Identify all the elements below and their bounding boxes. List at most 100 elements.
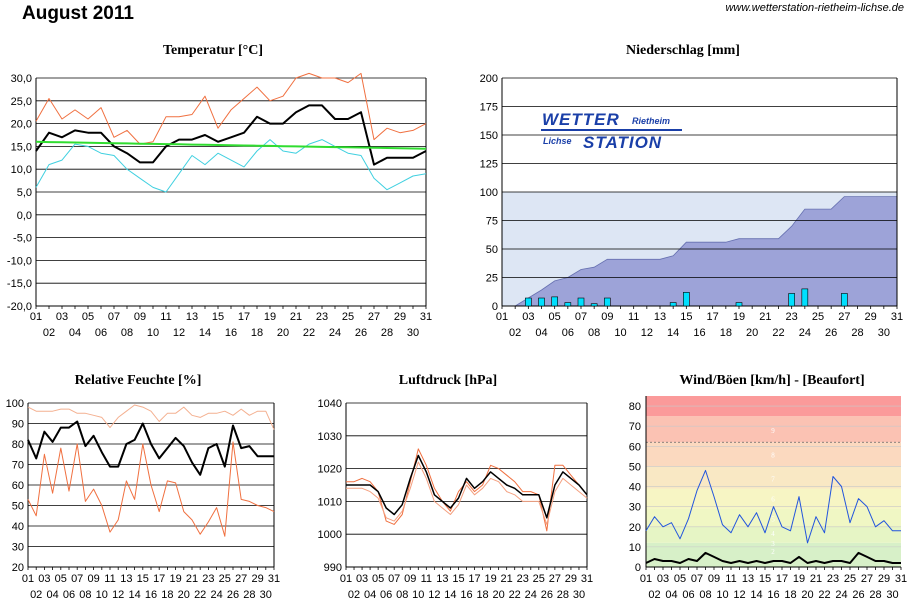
x-tick-label: 24 [835,589,847,601]
x-tick-label: 18 [476,589,488,601]
pressure-chart: Luftdruck [hPa]9901000101010201030104001… [318,373,594,601]
x-tick-label: 20 [746,327,758,339]
beaufort-band [646,508,901,527]
x-tick-label: 22 [194,589,206,601]
x-tick-label: 27 [549,573,561,585]
x-tick-label: 13 [186,311,198,323]
y-tick-label: -20,0 [7,301,32,313]
x-tick-label: 12 [428,589,440,601]
x-tick-label: 03 [38,573,50,585]
x-tick-label: 08 [79,589,91,601]
x-tick-label: 06 [562,327,574,339]
x-tick-label: 19 [793,573,805,585]
x-tick-label: 31 [891,311,903,323]
y-tick-label: 20 [12,562,24,574]
y-tick-label: 25 [486,273,498,285]
beaufort-band [646,488,901,509]
y-tick-label: 75 [486,216,498,228]
rain-bar [669,302,677,307]
y-tick-label: 90 [12,419,24,431]
y-tick-label: 1000 [318,529,342,541]
x-tick-label: 03 [56,311,68,323]
y-tick-label: 30 [12,542,24,554]
y-tick-label: 1040 [318,398,342,410]
x-tick-label: 07 [108,311,120,323]
x-tick-label: 01 [340,573,352,585]
x-tick-label: 22 [509,589,521,601]
x-tick-label: 26 [541,589,553,601]
x-tick-label: 17 [468,573,480,585]
logo-text-1: WETTER [542,110,620,129]
x-tick-label: 16 [460,589,472,601]
beaufort-label: 2 [771,548,775,556]
x-tick-label: 13 [436,573,448,585]
y-tick-label: 1010 [318,496,342,508]
x-tick-label: 04 [69,327,81,339]
x-tick-label: 04 [364,589,376,601]
y-tick-label: 0 [492,301,498,313]
series-line [645,551,901,564]
x-tick-label: 19 [733,311,745,323]
x-tick-label: 20 [277,327,289,339]
y-tick-label: 10 [629,542,641,554]
beaufort-label: 4 [771,530,775,538]
station-logo: WETTER Rietheim Lichse STATION [541,110,682,152]
x-tick-label: 31 [895,573,907,585]
x-tick-label: 25 [812,311,824,323]
x-tick-label: 16 [225,327,237,339]
series-line [645,469,901,544]
x-tick-label: 13 [654,311,666,323]
y-tick-label: -5,0 [13,233,32,245]
x-tick-label: 17 [153,573,165,585]
x-tick-label: 12 [641,327,653,339]
x-tick-label: 11 [421,573,432,585]
x-tick-label: 26 [825,327,837,339]
x-tick-label: 14 [444,589,456,601]
logo-sub-2: Lichse [543,136,572,146]
x-tick-label: 13 [742,573,754,585]
humidity-chart: Relative Feuchte [%] 20 30 40 50 60 70 80 90 100 0… [6,373,280,601]
x-tick-label: 07 [575,311,587,323]
x-tick-label: 23 [316,311,328,323]
x-tick-label: 01 [30,311,42,323]
y-tick-label: 5,0 [17,187,32,199]
x-tick-label: 22 [818,589,830,601]
beaufort-label: 9 [771,427,775,435]
site-url[interactable]: www.wetterstation-rietheim-lichse.de [725,2,904,14]
x-tick-label: 20 [178,589,190,601]
y-tick-label: 20 [629,522,641,534]
x-tick-label: 29 [865,311,877,323]
y-tick-label: -10,0 [7,255,32,267]
x-tick-label: 30 [573,589,585,601]
x-tick-label: 21 [290,311,302,323]
x-tick-label: 27 [235,573,247,585]
x-tick-label: 28 [381,327,393,339]
series-line [35,104,427,166]
x-tick-label: 27 [861,573,873,585]
y-tick-label: 40 [12,521,24,533]
x-tick-label: 21 [501,573,513,585]
x-tick-label: 26 [355,327,367,339]
x-tick-label: 22 [303,327,315,339]
x-tick-label: 10 [412,589,424,601]
x-tick-label: 30 [886,589,898,601]
y-tick-label: 60 [12,480,24,492]
x-tick-label: 12 [733,589,745,601]
x-tick-label: 09 [708,573,720,585]
rain-bar [683,292,690,307]
y-tick-label: 30 [629,502,641,514]
x-tick-label: 01 [496,311,508,323]
rain-bar [538,297,545,307]
x-tick-label: 11 [725,573,736,585]
beaufort-label: 8 [771,451,775,459]
x-tick-label: 22 [772,327,784,339]
x-tick-label: 11 [104,573,115,585]
x-tick-label: 05 [372,573,384,585]
x-tick-label: 13 [120,573,132,585]
beaufort-label: 5 [771,516,775,524]
x-tick-label: 14 [199,327,211,339]
y-tick-label: 70 [12,460,24,472]
x-tick-label: 28 [851,327,863,339]
x-tick-label: 18 [161,589,173,601]
x-tick-label: 11 [628,311,639,323]
